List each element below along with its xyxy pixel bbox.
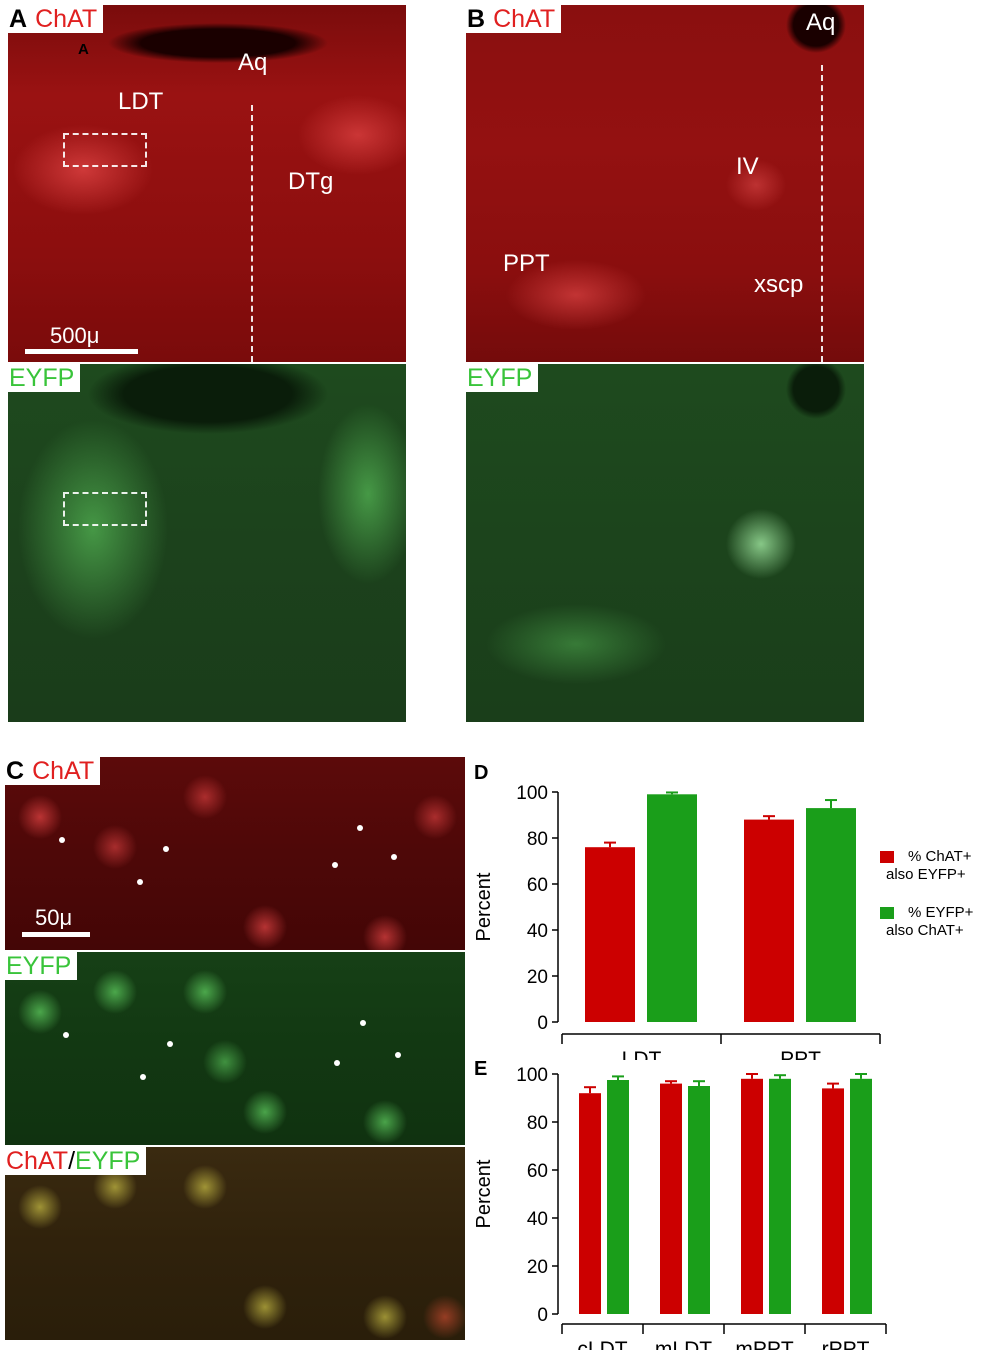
x-tick-label: cLDT	[577, 1338, 627, 1350]
bar	[585, 847, 635, 1022]
legend: % ChAT+ also EYFP+ % EYFP+ also ChAT+	[876, 848, 987, 944]
y-tick-label: 100	[516, 783, 548, 804]
scale-bar	[25, 349, 138, 354]
midline	[821, 65, 823, 362]
cell-marker	[163, 846, 169, 852]
x-tick-label: PPT	[780, 1048, 821, 1060]
y-tick-label: 80	[527, 1113, 548, 1134]
stain-label: EYFP	[9, 364, 75, 392]
inset-box	[63, 492, 147, 526]
bar	[744, 819, 794, 1022]
label-aq: Aq	[238, 49, 268, 76]
y-tick-label: 100	[516, 1065, 548, 1086]
cell-marker	[357, 825, 363, 831]
cell-marker	[395, 1052, 401, 1058]
bar	[660, 1083, 682, 1314]
label-ppt: PPT	[503, 250, 550, 277]
inset-box	[63, 133, 147, 167]
scale-bar	[22, 932, 90, 937]
merge-separator: /	[68, 1147, 76, 1175]
y-tick-label: 20	[527, 1257, 548, 1278]
cell-marker	[332, 862, 338, 868]
y-tick-label: 40	[527, 921, 548, 942]
stain-label: EYFP	[467, 364, 533, 392]
panel-c-title: C ChAT	[2, 757, 101, 785]
cell-marker	[360, 1020, 366, 1026]
y-tick-label: 0	[537, 1305, 548, 1326]
panel-c-merge-image	[5, 1147, 465, 1340]
panel-b-title: B ChAT	[463, 5, 562, 33]
legend-line-1: % EYFP+	[908, 904, 974, 921]
panel-letter-c: C	[6, 757, 25, 785]
panel-a-eyfp-image	[8, 364, 406, 722]
x-tick-label: LDT	[622, 1048, 662, 1060]
scale-label: 500μ	[50, 323, 100, 348]
legend-swatch-green	[880, 907, 894, 919]
bar	[822, 1088, 844, 1314]
panel-letter-b: B	[467, 5, 486, 33]
y-axis-label: Percent	[473, 1159, 495, 1228]
panel-b-eyfp-image	[466, 364, 864, 722]
y-tick-label: 80	[527, 829, 548, 850]
cell-marker	[137, 879, 143, 885]
legend-item-red: % ChAT+ also EYFP+	[876, 848, 987, 888]
stain-label: ChAT	[32, 757, 95, 785]
merge-green-label: EYFP	[75, 1147, 141, 1175]
y-tick-label: 60	[527, 875, 548, 896]
label-aq: Aq	[806, 9, 836, 36]
panel-c-eyfp-image	[5, 952, 465, 1145]
scale-label: 50μ	[35, 905, 73, 930]
panel-c-eyfp-title: EYFP	[2, 952, 78, 980]
bar	[688, 1086, 710, 1314]
y-tick-label: 20	[527, 967, 548, 988]
panel-a-title: A ChAT	[5, 5, 104, 33]
stain-label: ChAT	[35, 5, 98, 33]
x-tick-label: rPPT	[822, 1338, 870, 1350]
label-xscp: xscp	[754, 271, 804, 298]
x-tick-label: mPPT	[735, 1338, 794, 1350]
cell-marker	[63, 1032, 69, 1038]
label-dtg: DTg	[288, 168, 334, 195]
legend-line-2: also ChAT+	[886, 922, 964, 939]
panel-c-merge-title: ChAT/EYFP	[2, 1147, 147, 1175]
legend-item-green: % EYFP+ also ChAT+	[876, 904, 987, 944]
bar	[806, 808, 856, 1022]
x-tick-label: mLDT	[655, 1338, 712, 1350]
panel-c-chat-image: 50μ	[5, 757, 465, 950]
cell-marker	[140, 1074, 146, 1080]
merge-red-label: ChAT	[6, 1147, 69, 1175]
panel-letter-a: A	[9, 5, 28, 33]
legend-swatch-red	[880, 851, 894, 863]
panel-a-chat-image: Aq LDT DTg A 500μ	[8, 5, 406, 362]
y-tick-label: 60	[527, 1161, 548, 1182]
cell-marker	[334, 1060, 340, 1066]
bar	[850, 1078, 872, 1314]
bar	[769, 1078, 791, 1314]
chart-d: 0 20 40 60 80 100 Percent LDT PPT	[473, 783, 881, 1060]
cell-marker	[391, 854, 397, 860]
stain-label: EYFP	[6, 952, 72, 980]
legend-line-1: % ChAT+	[908, 848, 972, 865]
y-tick-label: 40	[527, 1209, 548, 1230]
cell-marker	[59, 837, 65, 843]
midline	[251, 105, 253, 362]
bar	[607, 1080, 629, 1314]
panel-letter-e: E	[474, 1058, 488, 1080]
panel-a-eyfp-title: EYFP	[5, 364, 81, 392]
legend-line-2: also EYFP+	[886, 866, 966, 883]
bar	[579, 1093, 601, 1314]
panel-letter-d: D	[474, 762, 489, 784]
cell-marker	[167, 1041, 173, 1047]
label-iv: IV	[736, 153, 759, 180]
label-ldt: LDT	[118, 88, 164, 115]
sub-letter: A	[78, 41, 89, 58]
panel-b-chat-image: Aq IV PPT xscp	[466, 5, 864, 362]
y-tick-label: 0	[537, 1013, 548, 1034]
y-axis-label: Percent	[473, 872, 495, 941]
panel-b-eyfp-title: EYFP	[463, 364, 539, 392]
stain-label: ChAT	[493, 5, 556, 33]
bar	[647, 794, 697, 1022]
bar	[741, 1078, 763, 1314]
chart-e: 0 20 40 60 80 100 Percent cLDT mLDT mPPT rPPT	[473, 1065, 887, 1350]
